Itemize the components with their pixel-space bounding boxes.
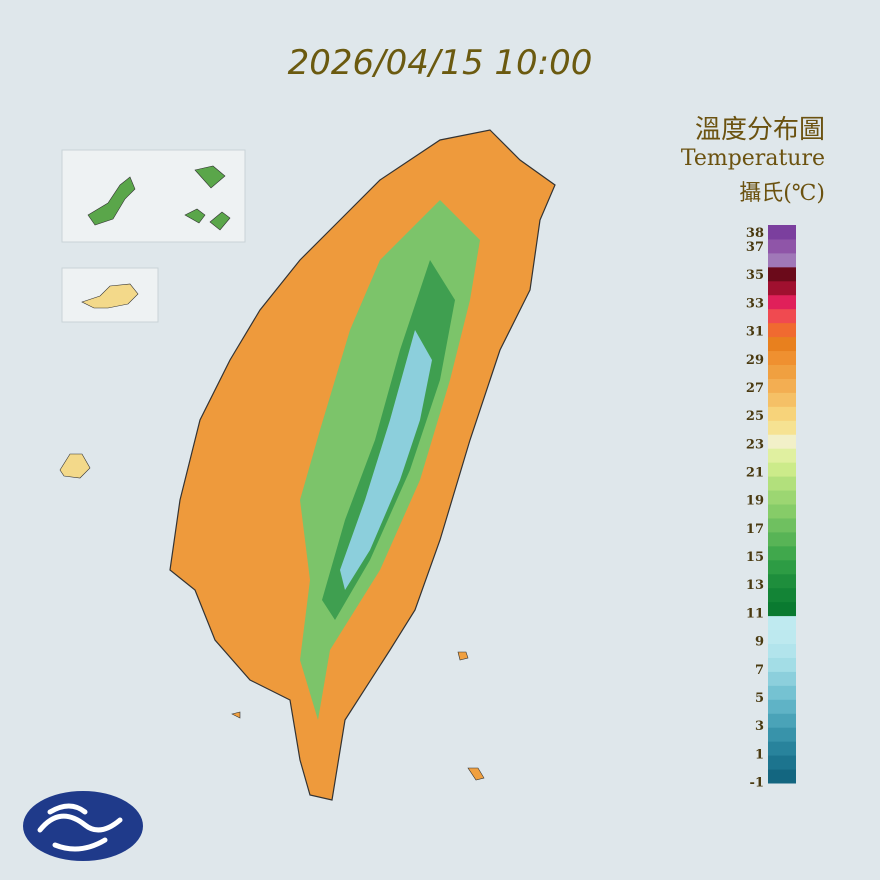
color-band bbox=[768, 699, 796, 714]
color-band bbox=[768, 406, 796, 421]
scale-label: 3 bbox=[755, 719, 764, 734]
scale-label: 15 bbox=[746, 550, 764, 565]
color-band bbox=[768, 238, 796, 254]
color-band bbox=[768, 490, 796, 505]
scale-label: 23 bbox=[746, 437, 764, 452]
color-band bbox=[768, 504, 796, 519]
color-band bbox=[768, 308, 796, 324]
color-band bbox=[768, 587, 796, 603]
color-band bbox=[768, 392, 796, 407]
scale-label: 19 bbox=[746, 494, 764, 509]
color-band bbox=[768, 364, 796, 379]
scale-label: 38 bbox=[746, 226, 764, 241]
color-band bbox=[768, 448, 796, 463]
color-band bbox=[768, 671, 796, 686]
color-band bbox=[768, 727, 796, 742]
scale-label: 21 bbox=[746, 466, 764, 481]
scale-label: 31 bbox=[746, 325, 764, 340]
color-band bbox=[768, 713, 796, 728]
scale-label: 25 bbox=[746, 409, 764, 424]
agency-logo bbox=[23, 791, 143, 861]
legend-subtitle: Temperature bbox=[681, 146, 825, 171]
color-band bbox=[768, 462, 796, 477]
scale-label: 17 bbox=[746, 522, 764, 537]
scale-label: 33 bbox=[746, 296, 764, 311]
color-band bbox=[768, 685, 796, 700]
color-band bbox=[768, 322, 796, 338]
scale-label: 7 bbox=[755, 663, 764, 678]
taiwan-island bbox=[169, 129, 556, 801]
color-band bbox=[768, 657, 796, 672]
scale-label: 35 bbox=[746, 268, 764, 283]
color-band bbox=[768, 476, 796, 491]
color-band bbox=[768, 559, 796, 575]
legend-title: 溫度分布圖 bbox=[695, 115, 825, 145]
scale-label: 1 bbox=[755, 747, 764, 762]
inset-islands bbox=[59, 149, 485, 781]
color-band bbox=[768, 336, 796, 352]
color-band bbox=[768, 741, 796, 756]
map-title: 2026/04/15 10:00 bbox=[288, 43, 593, 83]
color-band bbox=[768, 545, 796, 561]
color-band bbox=[768, 225, 796, 240]
scale-label: 13 bbox=[746, 578, 764, 593]
color-band bbox=[768, 615, 796, 631]
scale-label: 27 bbox=[746, 381, 764, 396]
color-band bbox=[768, 350, 796, 365]
color-band bbox=[768, 266, 796, 282]
color-band bbox=[768, 755, 796, 770]
color-band bbox=[768, 420, 796, 435]
legend-unit: 攝氏(℃) bbox=[739, 181, 825, 206]
color-band bbox=[768, 280, 796, 296]
scale-label: 29 bbox=[746, 353, 764, 368]
scale-label: 37 bbox=[746, 240, 764, 255]
color-band bbox=[768, 601, 796, 617]
color-band bbox=[768, 531, 796, 547]
color-band bbox=[768, 573, 796, 589]
color-band bbox=[768, 378, 796, 393]
color-band bbox=[768, 629, 796, 644]
color-band bbox=[768, 769, 796, 784]
scale-label: 11 bbox=[746, 606, 764, 621]
scale-label: 9 bbox=[755, 635, 764, 650]
color-band bbox=[768, 252, 796, 268]
scale-label: 5 bbox=[755, 691, 764, 706]
color-band bbox=[768, 643, 796, 658]
color-band bbox=[768, 294, 796, 310]
color-band bbox=[768, 517, 796, 533]
scale-label: -1 bbox=[750, 776, 764, 791]
color-band bbox=[768, 434, 796, 449]
